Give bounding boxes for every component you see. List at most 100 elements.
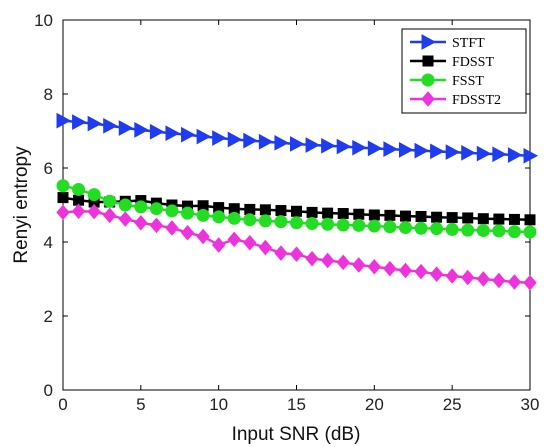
data-point-fdsst (337, 208, 349, 220)
data-point-stft (305, 137, 321, 153)
data-point-fsst (212, 210, 226, 224)
data-point-fdsst (415, 210, 427, 222)
y-tick-label: 0 (44, 381, 53, 400)
data-point-fdsst2 (414, 263, 428, 280)
data-point-fdsst2 (461, 269, 475, 286)
data-point-stft (243, 132, 258, 149)
data-point-stft (56, 112, 72, 129)
data-point-fsst (321, 217, 335, 231)
data-point-fdsst2 (180, 224, 195, 241)
data-point-fdsst2 (134, 214, 148, 231)
legend-label: FSST (452, 74, 484, 89)
data-point-fdsst2 (429, 266, 444, 282)
data-point-fdsst (368, 209, 380, 221)
data-point-stft (414, 142, 430, 159)
data-point-fdsst (508, 213, 520, 225)
data-point-stft (398, 142, 414, 158)
data-point-stft (258, 133, 274, 150)
legend-marker (422, 55, 434, 67)
data-point-fsst (398, 221, 412, 235)
data-point-fdsst (306, 206, 318, 218)
legend-item-fsst: FSST (410, 73, 484, 89)
y-axis-label: Renyi entropy (11, 146, 32, 264)
data-point-fdsst2 (56, 204, 70, 221)
series-stft (56, 112, 539, 164)
data-point-stft (336, 138, 352, 155)
data-point-fdsst2 (227, 231, 241, 248)
axis-ticks: 0 5 10 15 20 25 30 0 2 4 6 8 10 (34, 11, 539, 414)
data-point-fsst (352, 218, 366, 232)
series-fsst (56, 179, 537, 239)
x-tick-label: 30 (521, 395, 540, 414)
data-point-fdsst2 (87, 203, 101, 220)
data-point-stft (103, 117, 118, 134)
series-fdsst2 (56, 203, 537, 291)
data-point-fdsst (431, 211, 443, 223)
legend-marker (421, 34, 437, 50)
legend-item-fdsst: FDSST (410, 55, 494, 70)
data-point-fdsst2 (118, 211, 132, 227)
data-point-fsst (165, 204, 179, 218)
data-point-fdsst (384, 209, 396, 221)
data-point-fdsst2 (367, 259, 381, 275)
data-point-fsst (305, 217, 319, 230)
series-layer (56, 112, 539, 291)
data-point-fsst (290, 216, 303, 230)
data-point-stft (134, 122, 149, 138)
data-point-stft (430, 143, 445, 160)
data-point-fdsst (524, 214, 536, 226)
legend: STFT FDSST FSST FDSST2 (401, 28, 527, 114)
data-point-fsst (492, 224, 506, 238)
data-point-stft (196, 128, 212, 145)
data-point-fdsst2 (445, 268, 459, 284)
data-point-fdsst (259, 204, 271, 216)
legend-item-fdsst2: FDSST2 (410, 91, 501, 108)
data-point-stft (72, 114, 87, 130)
data-point-fsst (87, 188, 101, 202)
data-point-fsst (56, 179, 70, 193)
data-point-stft (367, 140, 383, 157)
data-point-stft (461, 144, 476, 161)
data-point-fdsst2 (103, 207, 117, 224)
data-point-stft (383, 141, 398, 157)
data-point-stft (352, 139, 367, 156)
data-point-fsst (227, 211, 241, 225)
data-point-fdsst2 (289, 246, 304, 262)
y-tick-label: 10 (34, 11, 53, 30)
data-point-fsst (72, 182, 86, 196)
data-point-fdsst2 (320, 252, 335, 269)
data-point-fsst (243, 213, 257, 227)
data-point-fdsst (244, 203, 256, 215)
x-tick-label: 0 (58, 395, 67, 414)
data-point-stft (118, 120, 134, 136)
data-point-stft (165, 125, 181, 142)
data-point-stft (87, 115, 103, 132)
data-point-fsst (383, 220, 397, 234)
legend-label: FDSST2 (452, 93, 501, 108)
data-point-fdsst (57, 192, 69, 204)
data-point-fsst (181, 206, 195, 220)
x-axis-label: Input SNR (dB) (232, 424, 361, 445)
data-point-stft (290, 136, 305, 152)
data-point-fdsst (275, 205, 287, 217)
data-point-fdsst2 (476, 271, 490, 287)
data-point-fsst (507, 225, 521, 239)
data-point-fdsst2 (258, 239, 273, 256)
x-tick-label: 10 (209, 395, 228, 414)
data-point-fdsst2 (507, 274, 522, 290)
data-point-fdsst2 (274, 245, 288, 261)
x-tick-label: 20 (365, 395, 384, 414)
data-point-fsst (414, 221, 428, 235)
data-point-fdsst2 (243, 234, 257, 251)
data-point-fsst (118, 198, 132, 212)
data-point-fsst (134, 200, 148, 214)
x-tick-label: 5 (136, 395, 145, 414)
data-point-fdsst (477, 213, 489, 225)
data-point-fsst (149, 202, 163, 216)
data-point-fsst (103, 194, 117, 208)
data-point-fdsst2 (383, 260, 397, 277)
data-point-fdsst2 (336, 254, 350, 271)
data-point-fsst (196, 208, 210, 222)
data-point-fdsst2 (305, 250, 319, 267)
